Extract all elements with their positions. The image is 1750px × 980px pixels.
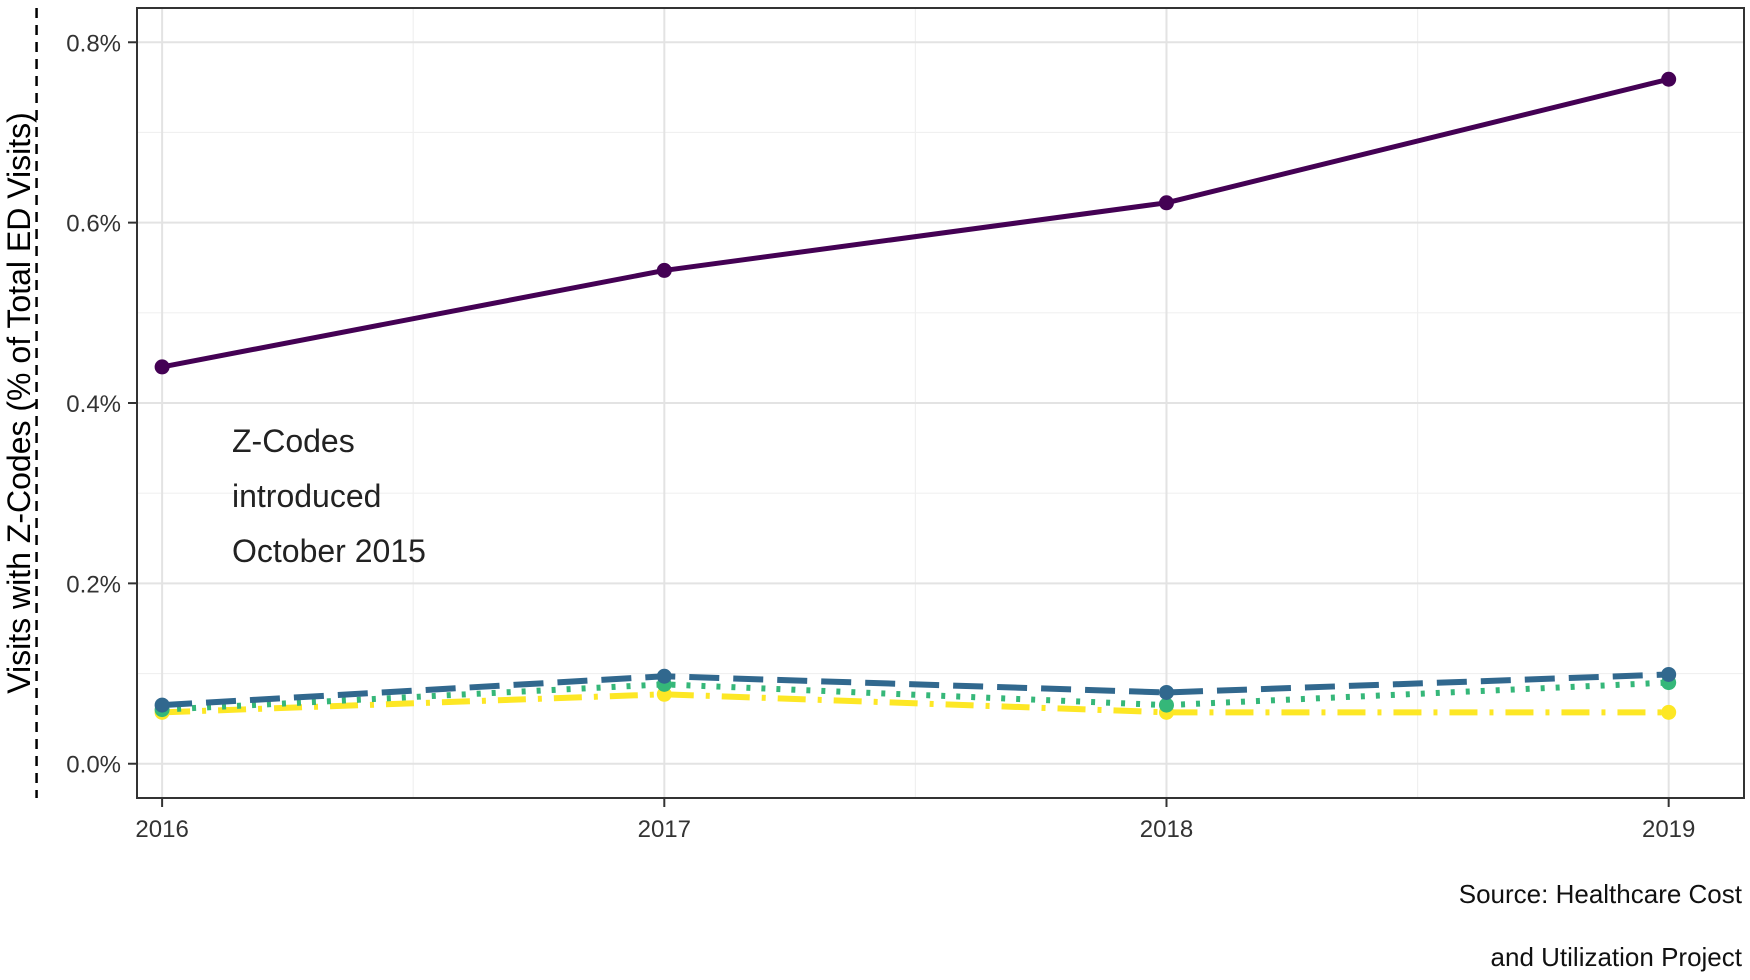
- series-1-point: [656, 262, 672, 278]
- series-1-point: [1661, 71, 1677, 87]
- annotation-line-2: introduced: [232, 478, 381, 514]
- x-tick-label: 2016: [135, 816, 188, 843]
- series-2: [154, 666, 1677, 713]
- axis-ticks: 0.0% 0.2% 0.4% 0.6% 0.8% 2016 2017 2018 2019: [66, 30, 1695, 843]
- x-tick-label: 2017: [638, 816, 691, 843]
- annotation-line-3: October 2015: [232, 533, 426, 569]
- y-tick-label: 0.0%: [66, 752, 121, 779]
- series-1-line: [161, 76, 1670, 370]
- x-tick-label: 2018: [1140, 816, 1193, 843]
- x-tick-label: 2019: [1642, 816, 1695, 843]
- y-tick-label: 0.4%: [66, 391, 121, 418]
- y-axis-title: Visits with Z-Codes (% of Total ED Visit…: [1, 112, 37, 694]
- series-1: [154, 71, 1677, 375]
- annotation-line-1: Z-Codes: [232, 423, 355, 459]
- series-1-point: [1158, 195, 1174, 211]
- series-2-point: [1661, 666, 1677, 682]
- caption-line-2: and Utilization Project: [1491, 942, 1743, 972]
- series-2-line: [161, 671, 1669, 709]
- caption-line-1: Source: Healthcare Cost: [1459, 879, 1743, 909]
- series-3-point: [1158, 697, 1174, 713]
- series-4-point: [1661, 704, 1677, 720]
- y-tick-label: 0.2%: [66, 571, 121, 598]
- major-gridlines: [137, 8, 1744, 798]
- series-2-point: [1158, 684, 1174, 700]
- series-group: [154, 71, 1677, 720]
- series-4-line: [162, 691, 1669, 716]
- series-2-point: [154, 697, 170, 713]
- series-2-point: [656, 668, 672, 684]
- y-tick-label: 0.6%: [66, 211, 121, 238]
- series-1-point: [154, 359, 170, 375]
- y-tick-label: 0.8%: [66, 30, 121, 57]
